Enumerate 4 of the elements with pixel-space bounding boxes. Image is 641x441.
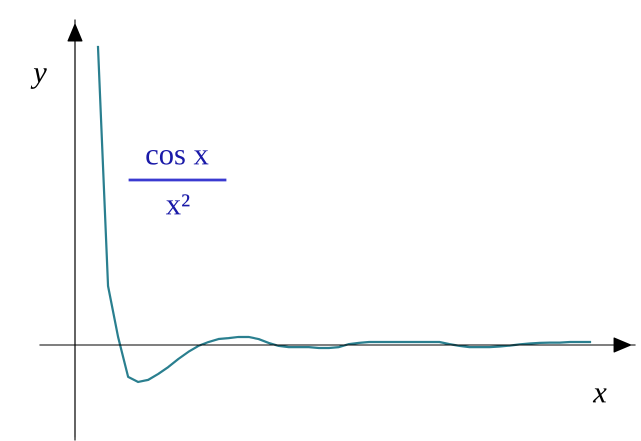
annotation: cos x xyxy=(146,150,208,165)
x-axis-title: x xyxy=(592,388,607,402)
annotation: x² xyxy=(166,194,190,214)
y-axis-title: y xyxy=(30,68,47,89)
